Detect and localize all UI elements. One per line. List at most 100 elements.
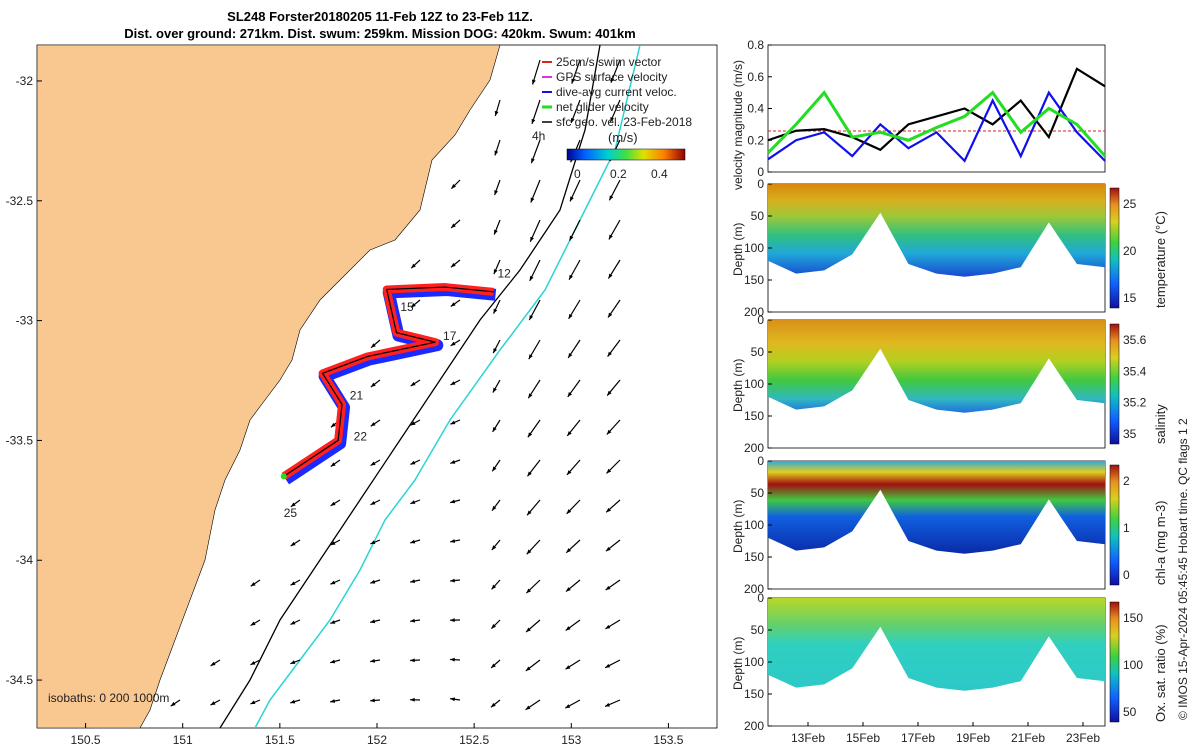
section-ytick-label: 200	[744, 719, 764, 733]
geo-velocity-arrowhead	[492, 426, 497, 432]
geo-velocity-arrowhead	[605, 585, 611, 591]
date-tick-label: 23Feb	[1066, 731, 1100, 745]
geo-velocity-arrowhead	[451, 223, 456, 228]
geo-velocity-arrowhead	[410, 421, 416, 426]
geo-velocity-arrowhead	[565, 626, 571, 631]
section-ytick-label: 100	[744, 518, 764, 532]
map-legend: 25cm/s swim vector GPS surface velocity …	[532, 55, 692, 181]
geo-velocity-arrowhead	[494, 110, 499, 116]
geo-velocity-arrowhead	[370, 579, 376, 584]
map-ytick-label: -34.5	[6, 673, 34, 687]
geo-velocity-arrowhead	[571, 78, 576, 84]
legend-geo-label: sfc geo. vel. 23-Feb-2018	[556, 115, 692, 129]
section-colorbar-label: temperature (°C)	[1153, 211, 1168, 308]
geo-velocity-arrowhead	[565, 665, 571, 670]
geo-velocity-arrowhead	[490, 702, 496, 708]
section-panel-salinity: 0 50 100 150 200 Depth (m) 35 35.2 35.4 35.6 salin…	[731, 313, 1168, 455]
section-ytick-label: 100	[744, 241, 764, 255]
velocity-panel: 0 0.2 0.4 0.6 0.8 velocity magnitude (m/s)	[731, 38, 1107, 190]
geo-velocity-arrowhead	[491, 624, 496, 629]
section-ytick-label: 150	[744, 273, 764, 287]
geo-velocity-arrowhead	[250, 621, 256, 626]
isobaths-label: isobaths: 0 200 1000m	[48, 691, 169, 705]
section-cbar-tick: 50	[1123, 705, 1137, 719]
map-colorbar-label: (m/s)	[608, 130, 638, 145]
geo-velocity-arrowhead	[210, 661, 216, 666]
geo-velocity-arrowhead	[494, 190, 498, 196]
geo-velocity-arrowhead	[606, 429, 612, 435]
section-colorbar-label: salinity	[1153, 404, 1168, 444]
section-ylabel: Depth (m)	[731, 223, 745, 276]
geo-velocity-arrowhead	[530, 236, 534, 242]
geo-velocity-arrowhead	[410, 500, 416, 504]
geo-velocity-arrowhead	[210, 701, 216, 706]
section-colorbar	[1109, 187, 1120, 309]
geo-velocity-arrowhead	[570, 196, 574, 202]
map-title-line1: SL248 Forster20180205 11-Feb 12Z to 23-F…	[227, 9, 533, 24]
geo-velocity-arrowhead	[527, 510, 532, 516]
geo-velocity-arrowhead	[493, 348, 498, 354]
geo-velocity-arrowhead	[450, 657, 455, 662]
section-colorbar	[1109, 464, 1120, 586]
credit-text: © IMOS 15-Apr-2024 05:45:45 Hobart time.…	[1176, 418, 1190, 720]
vel-ytick-label: 0.2	[747, 133, 764, 147]
section-ytick-label: 100	[744, 377, 764, 391]
velocity-series	[766, 67, 1107, 163]
vel-ytick-label: 0.6	[747, 70, 764, 84]
map-ytick-label: -32.5	[6, 194, 34, 208]
geo-velocity-arrowhead	[525, 666, 531, 671]
geo-velocity-arrowhead	[568, 352, 573, 358]
section-panel-chla: 0 50 100 150 200 Depth (m) 0 1 2 chl-a (mg m-3)	[731, 454, 1168, 596]
geostrophic-velocity-arrows	[170, 59, 621, 711]
geo-velocity-arrowhead	[608, 273, 613, 279]
section-cbar-tick: 35.6	[1123, 333, 1147, 347]
geo-velocity-arrowhead	[290, 502, 296, 507]
section-cbar-tick: 15	[1123, 291, 1137, 305]
geo-velocity-arrowhead	[605, 663, 611, 668]
section-ytick-label: 200	[744, 305, 764, 319]
track-day-label: 25	[284, 506, 298, 520]
section-ytick-label: 150	[744, 409, 764, 423]
geo-velocity-arrowhead	[451, 184, 456, 189]
geo-velocity-arrowhead	[450, 262, 456, 268]
geo-velocity-arrowhead	[529, 275, 534, 281]
geo-velocity-arrowhead	[410, 658, 415, 663]
vel-ytick-label: 0	[757, 165, 764, 179]
geo-velocity-arrowhead	[610, 77, 615, 83]
geo-velocity-arrowhead	[565, 587, 571, 592]
section-ytick-label: 50	[751, 345, 765, 359]
section-ytick-label: 200	[744, 441, 764, 455]
velocity-axis-ticks: 0 0.2 0.4 0.6 0.8	[747, 38, 772, 179]
geo-velocity-arrowhead	[410, 460, 416, 465]
geo-velocity-arrowhead	[250, 700, 256, 705]
date-tick-label: 13Feb	[791, 731, 825, 745]
geo-velocity-arrowhead	[532, 79, 536, 85]
geo-velocity-arrowhead	[370, 422, 376, 427]
track-day-label: 21	[350, 389, 364, 403]
track-day-label: 17	[443, 329, 457, 343]
section-data-fill	[768, 461, 1105, 554]
legend-swim-label: 25cm/s swim vector	[556, 55, 661, 69]
section-cbar-tick: 0	[1123, 568, 1130, 582]
section-ytick-label: 0	[757, 591, 764, 605]
velocity-ylabel: velocity magnitude (m/s)	[731, 60, 745, 190]
geo-velocity-arrowhead	[608, 312, 613, 318]
section-cbar-tick: 35	[1123, 427, 1137, 441]
geo-velocity-arrowhead	[493, 308, 498, 314]
section-ylabel: Depth (m)	[731, 637, 745, 690]
geo-velocity-arrowhead	[494, 229, 498, 235]
section-ytick-label: 150	[744, 687, 764, 701]
geo-velocity-arrowhead	[330, 422, 336, 428]
geo-velocity-arrowhead	[410, 303, 416, 308]
track-day-label: 22	[354, 429, 368, 443]
legend-gps-label: GPS surface velocity	[556, 70, 667, 84]
section-ytick-label: 150	[744, 550, 764, 564]
geo-velocity-arrowhead	[410, 697, 415, 702]
section-ylabel: Depth (m)	[731, 359, 745, 412]
map-colorbar	[566, 148, 686, 161]
geo-velocity-arrowhead	[370, 500, 376, 505]
map-ytick-label: -34	[16, 553, 34, 567]
section-ytick-label: 100	[744, 655, 764, 669]
geo-velocity-arrowhead	[370, 540, 376, 545]
